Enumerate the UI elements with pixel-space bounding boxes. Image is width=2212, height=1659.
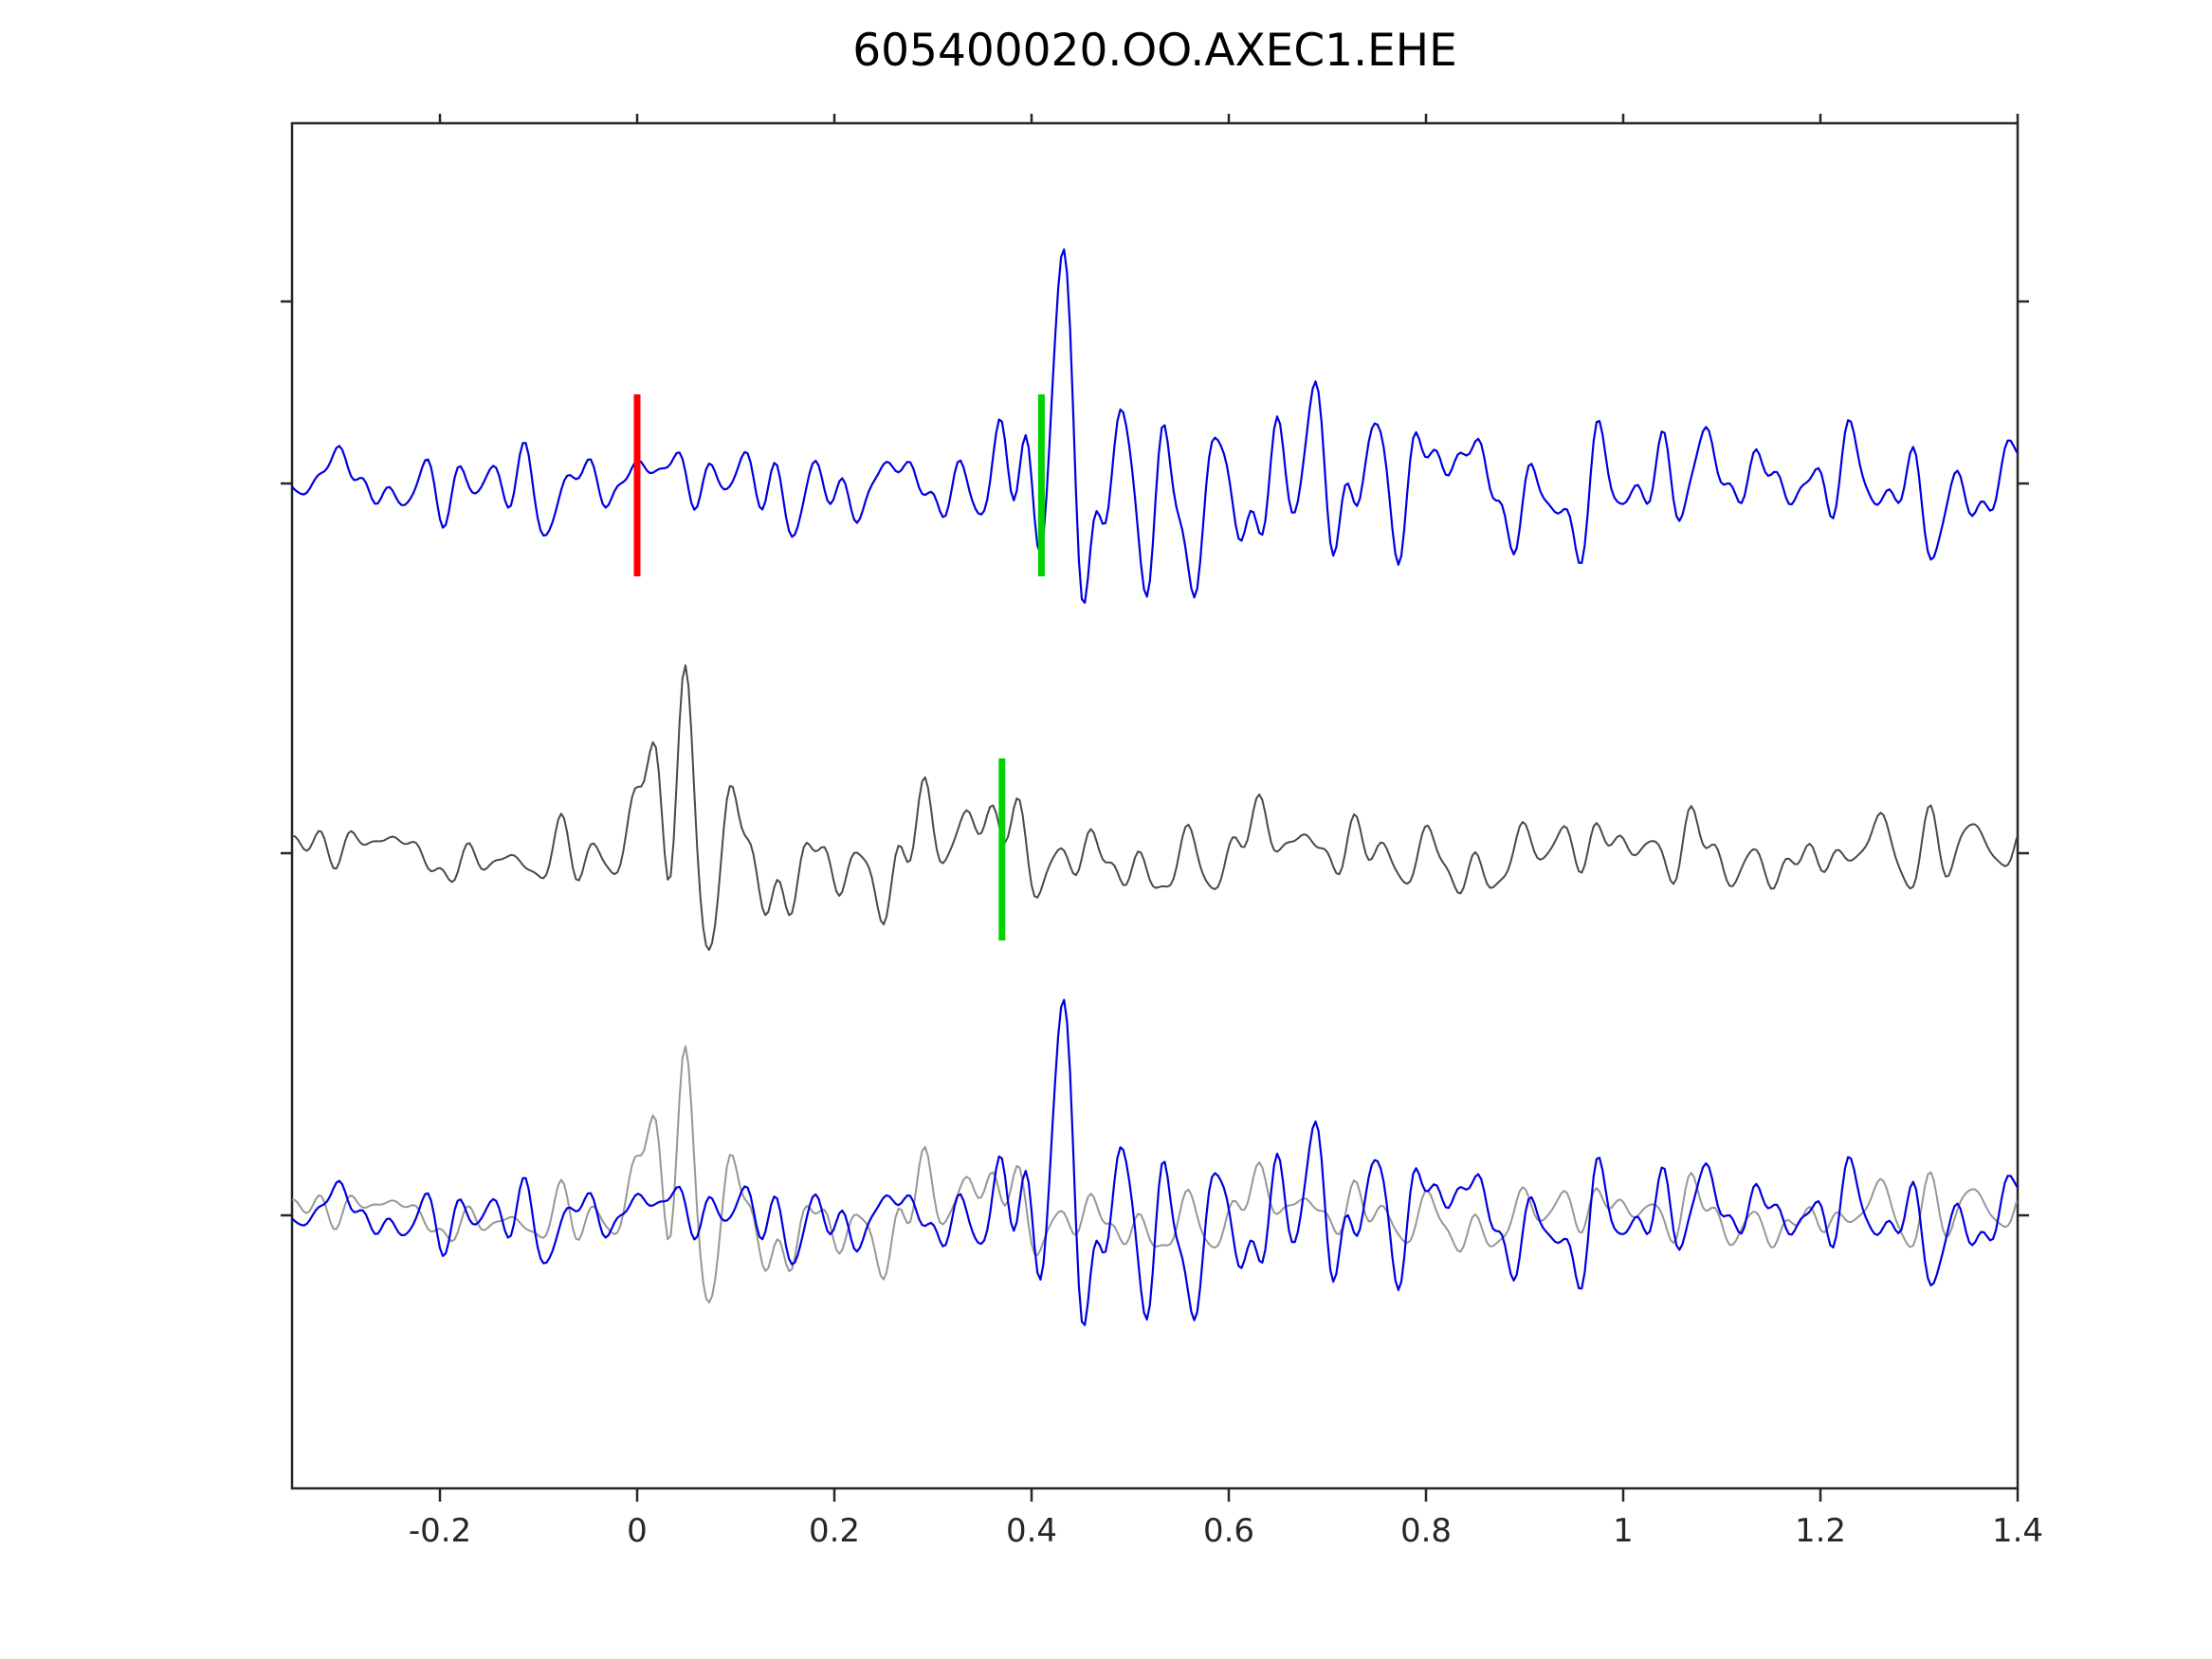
trace-template-605400020 [292, 248, 2018, 604]
trace-detection-1206483 [292, 664, 2018, 952]
trace-overlay-template-605400020 [292, 998, 2018, 1326]
x-tick-label: 0.8 [1400, 1512, 1452, 1550]
x-tick-label: -0.2 [409, 1512, 471, 1550]
x-tick-label: 0.2 [809, 1512, 860, 1550]
axes-frame [290, 121, 2020, 1490]
x-tick-label: 1.2 [1795, 1512, 1846, 1550]
chart-title: 605400020.OO.AXEC1.EHE [852, 25, 1457, 77]
x-tick-label: 0.4 [1006, 1512, 1057, 1550]
x-tick-label: 1.4 [1992, 1512, 2043, 1550]
x-tick-label: 0 [627, 1512, 648, 1550]
x-tick-label: 1 [1613, 1512, 1634, 1550]
x-tick-label: 0.6 [1203, 1512, 1254, 1550]
traces-group [292, 248, 2018, 1326]
